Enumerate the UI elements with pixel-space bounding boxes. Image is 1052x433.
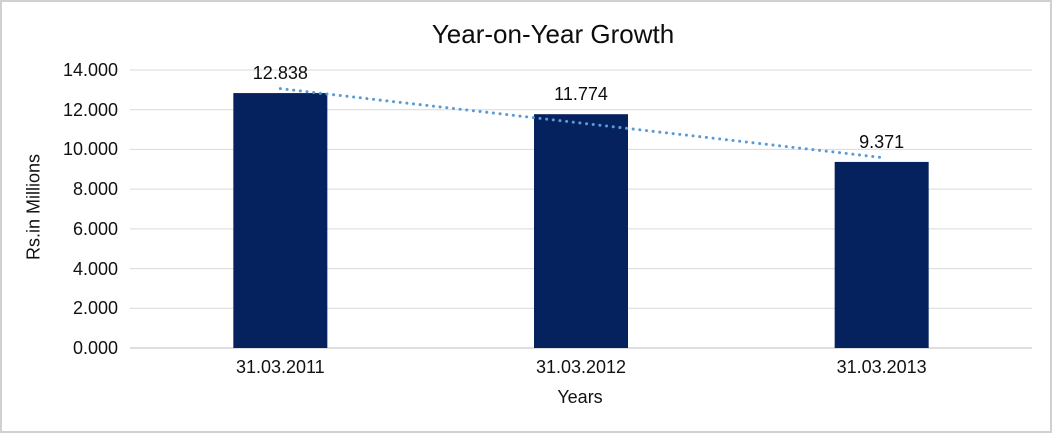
data-label: 11.774 bbox=[554, 84, 608, 105]
x-axis-title: Years bbox=[557, 387, 603, 407]
y-tick-label: 10.000 bbox=[62, 139, 118, 160]
bar-31.03.2011 bbox=[233, 93, 328, 348]
bar-31.03.2012 bbox=[534, 114, 628, 349]
chart-title: Year-on-Year Growth bbox=[431, 19, 675, 49]
x-category-label: 31.03.2012 bbox=[535, 357, 627, 377]
y-axis-title: Rs.in Millions bbox=[23, 153, 44, 261]
x-category-label: 31.03.2013 bbox=[836, 357, 927, 377]
y-tick-label: 12.000 bbox=[62, 99, 118, 120]
y-tick-label: 8.000 bbox=[72, 179, 118, 200]
trendline bbox=[278, 87, 884, 159]
y-tick-label: 6.000 bbox=[72, 218, 118, 239]
y-tick-label: 0.000 bbox=[72, 338, 118, 358]
y-tick-label: 2.000 bbox=[72, 298, 118, 319]
data-label: 12.838 bbox=[252, 63, 308, 84]
x-category-label: 31.03.2011 bbox=[235, 357, 325, 377]
y-tick-label: 14.000 bbox=[62, 60, 118, 80]
bar-31.03.2013 bbox=[834, 161, 929, 348]
data-label: 9.371 bbox=[859, 131, 905, 152]
y-tick-label: 4.000 bbox=[72, 258, 118, 279]
